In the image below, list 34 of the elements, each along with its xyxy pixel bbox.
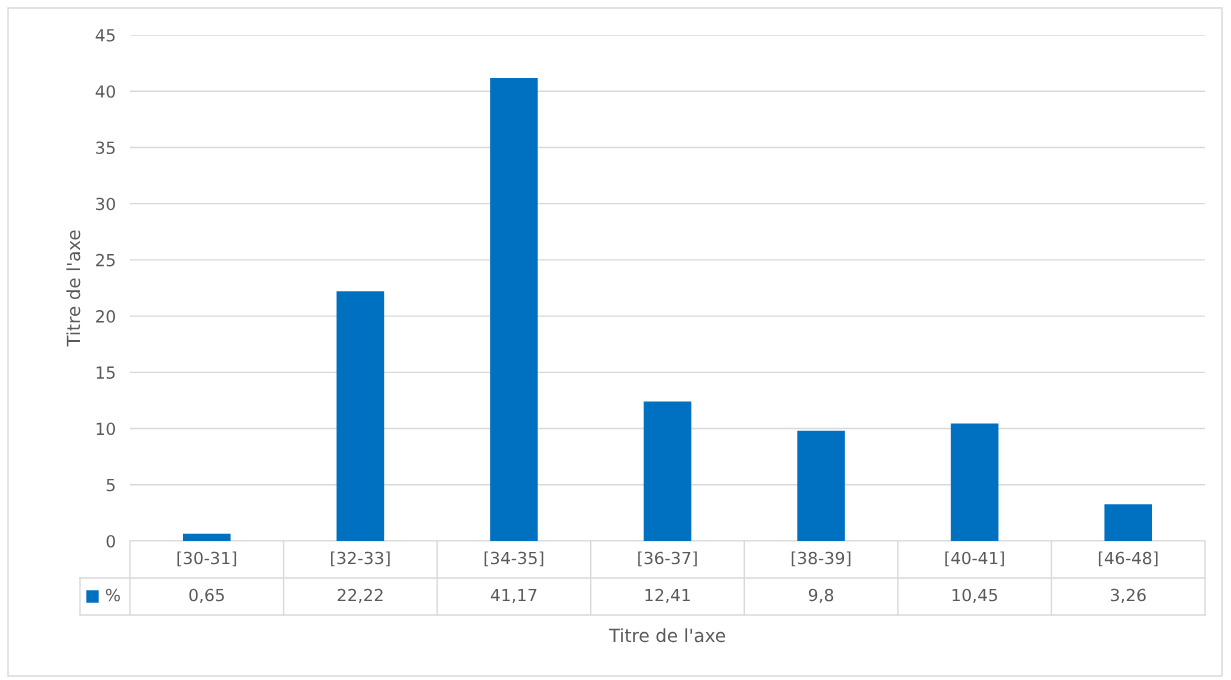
bar	[490, 78, 538, 541]
x-tick-label: [36-37]	[638, 551, 697, 567]
y-tick-label: 10	[96, 422, 115, 436]
y-tick-label: 15	[96, 366, 115, 379]
bar	[643, 401, 692, 541]
x-tick-label: [34-35]	[484, 551, 544, 567]
x-tick-label: [46-48]	[1098, 551, 1158, 567]
data-label: 3,26	[1110, 588, 1146, 604]
legend-label: %	[105, 588, 120, 602]
y-tick-label: 0	[106, 534, 115, 548]
bar	[336, 291, 385, 541]
bar	[1104, 504, 1153, 541]
data-label: 10,45	[952, 588, 998, 604]
x-tick-label: [38-39]	[791, 551, 851, 567]
y-tick-label: 25	[96, 253, 115, 267]
y-tick-label: 35	[96, 141, 115, 155]
y-tick-label: 40	[95, 85, 115, 98]
y-tick-label: 30	[96, 197, 115, 211]
data-label: 22,22	[337, 588, 383, 604]
data-label: 0,65	[189, 588, 224, 604]
bar	[950, 423, 999, 541]
y-tick-label: 45	[95, 29, 115, 42]
y-axis-title: Titre de l'axe	[66, 230, 81, 347]
data-label: 12,41	[645, 588, 690, 604]
data-label: 9,8	[808, 588, 834, 604]
x-tick-label: [40-41]	[945, 551, 1004, 567]
y-tick-label: 20	[96, 310, 115, 323]
x-axis-title: Titre de l'axe	[608, 628, 726, 643]
x-tick-label: [32-33]	[331, 551, 390, 567]
y-tick-label: 5	[106, 478, 115, 492]
x-tick-label: [30-31]	[177, 551, 237, 567]
bar	[182, 533, 231, 541]
data-label: 41,17	[490, 588, 537, 604]
bar	[797, 430, 845, 541]
